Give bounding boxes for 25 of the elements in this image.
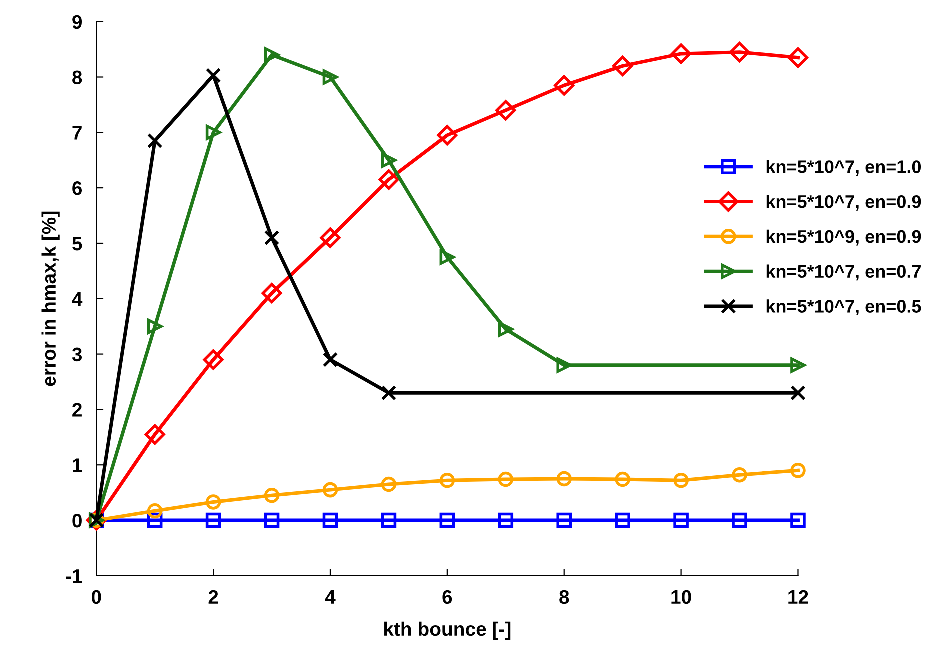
- legend-label: kn=5*10^7, en=0.9: [766, 195, 922, 211]
- y-tick-label: 7: [72, 126, 82, 140]
- y-tick-label: 4: [72, 292, 83, 306]
- legend-label: kn=5*10^9, en=0.9: [766, 230, 922, 246]
- x-axis-title: kth bounce [-]: [384, 622, 511, 640]
- x-tick-label: 0: [92, 590, 102, 604]
- y-axis-title: error in hmax,k [%]: [42, 212, 60, 386]
- x-tick-label: 4: [325, 590, 336, 604]
- legend-label: kn=5*10^7, en=0.7: [766, 264, 921, 281]
- y-tick-label: 8: [72, 70, 82, 84]
- x-tick-label: 10: [672, 590, 692, 604]
- x-tick-label: 8: [560, 590, 570, 604]
- y-tick-label: -1: [66, 570, 82, 583]
- x-tick-label: 12: [788, 590, 808, 604]
- y-tick-label: 6: [72, 182, 82, 196]
- y-tick-label: 1: [73, 458, 82, 472]
- y-tick-label: 9: [72, 15, 82, 30]
- x-tick-label: 2: [208, 590, 218, 604]
- y-tick-label: 0: [72, 514, 82, 528]
- y-tick-label: 3: [72, 348, 82, 362]
- legend-label: kn=5*10^7, en=1.0: [766, 160, 922, 176]
- x-tick-label: 6: [442, 590, 452, 604]
- legend-label: kn=5*10^7, en=0.5: [766, 300, 922, 316]
- y-tick-label: 5: [72, 237, 82, 251]
- y-tick-label: 2: [72, 403, 82, 417]
